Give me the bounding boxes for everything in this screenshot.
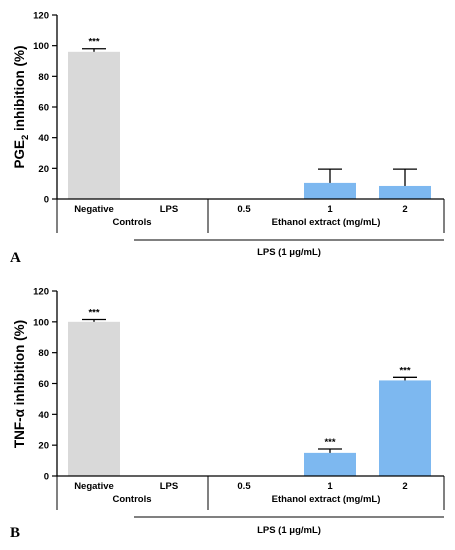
panel-b-bar-1 [304, 452, 356, 476]
panel-a-significance: *** [88, 37, 99, 48]
panel-b-significance: *** *** *** [88, 308, 410, 449]
panel-a-y-axis-label: PGE2 inhibition (%) [12, 45, 31, 168]
panel-b-y-tick-label: 60 [38, 379, 49, 390]
panel-b-x-tick-label: 1 [327, 481, 333, 492]
panel-b-lps-bracket-label: LPS (1 μg/mL) [257, 525, 321, 536]
panel-a-bar-negative [68, 51, 120, 199]
panel-b-x-tick-label: 0.5 [237, 481, 251, 492]
panel-b-significance-marker: *** [88, 308, 99, 319]
panel-a-y-tick-label: 120 [33, 11, 49, 22]
panel-a-x-tick-label: LPS [160, 204, 178, 215]
panel-a-y-tick-label: 60 [38, 103, 49, 114]
panel-a-x-tick-label: 0.5 [237, 204, 251, 215]
panel-b-x-tick-labels: Negative LPS 0.5 1 2 [74, 481, 407, 492]
panel-b-significance-marker: *** [399, 365, 410, 376]
panel-a-group-ethanol: Ethanol extract (mg/mL) [272, 217, 381, 228]
panel-a-y-label-sub: 2 [20, 135, 31, 140]
panel-a-x-tick-label: Negative [74, 204, 114, 215]
panel-a-error-bars [82, 48, 417, 186]
panel-a-lps-bracket-label: LPS (1 μg/mL) [257, 247, 321, 258]
panel-b-y-axis-label: TNF-α inhibition (%) [12, 320, 27, 448]
panel-a-y-ticks: 0 20 40 60 80 100 120 [33, 11, 57, 206]
panel-b-bar-2 [379, 380, 431, 476]
panel-a-y-tick-label: 20 [38, 164, 49, 175]
panel-a-y-tick-label: 40 [38, 133, 49, 144]
panel-b-y-tick-label: 0 [44, 472, 49, 483]
panel-b-bars [68, 321, 431, 476]
panel-a-x-tick-label: 2 [402, 204, 407, 215]
panel-b: 0 20 40 60 80 100 120 *** *** *** Negative LPS 0.5… [10, 287, 445, 541]
panel-b-error-bars [82, 318, 417, 453]
panel-a-y-tick-label: 0 [44, 195, 49, 206]
panel-b-group-controls: Controls [112, 494, 151, 505]
panel-a-bars [68, 51, 431, 199]
panel-a-significance-marker: *** [88, 37, 99, 48]
panel-b-x-tick-label: 2 [402, 481, 407, 492]
panel-a-y-label-main: PGE [12, 140, 27, 169]
panel-a-bar-1 [304, 182, 356, 199]
panel-b-y-tick-label: 40 [38, 410, 49, 421]
panel-b-y-tick-label: 100 [33, 317, 49, 328]
panel-a-y-label-rest: inhibition (%) [12, 45, 27, 134]
panel-b-y-ticks: 0 20 40 60 80 100 120 [33, 287, 57, 483]
panel-b-significance-marker: *** [324, 437, 335, 448]
panel-a-label: A [10, 250, 21, 266]
panel-b-label: B [10, 525, 20, 541]
panel-a-group-controls: Controls [112, 217, 151, 228]
panel-a-bar-2 [379, 185, 431, 199]
panel-b-group-ethanol: Ethanol extract (mg/mL) [272, 494, 381, 505]
panel-a-y-tick-label: 80 [38, 72, 49, 83]
panel-a-y-tick-label: 100 [33, 41, 49, 52]
panel-a-x-tick-labels: Negative LPS 0.5 1 2 [74, 204, 407, 215]
panel-b-y-tick-label: 120 [33, 287, 49, 298]
panel-b-y-tick-label: 80 [38, 348, 49, 359]
panel-a: 0 20 40 60 80 100 120 *** Negative LPS 0.5 1 2 Con… [10, 11, 445, 266]
panel-b-x-tick-label: Negative [74, 481, 114, 492]
panel-b-y-tick-label: 20 [38, 441, 49, 452]
panel-b-x-tick-label: LPS [160, 481, 178, 492]
panel-a-x-tick-label: 1 [327, 204, 333, 215]
panel-b-bar-negative [68, 321, 120, 476]
